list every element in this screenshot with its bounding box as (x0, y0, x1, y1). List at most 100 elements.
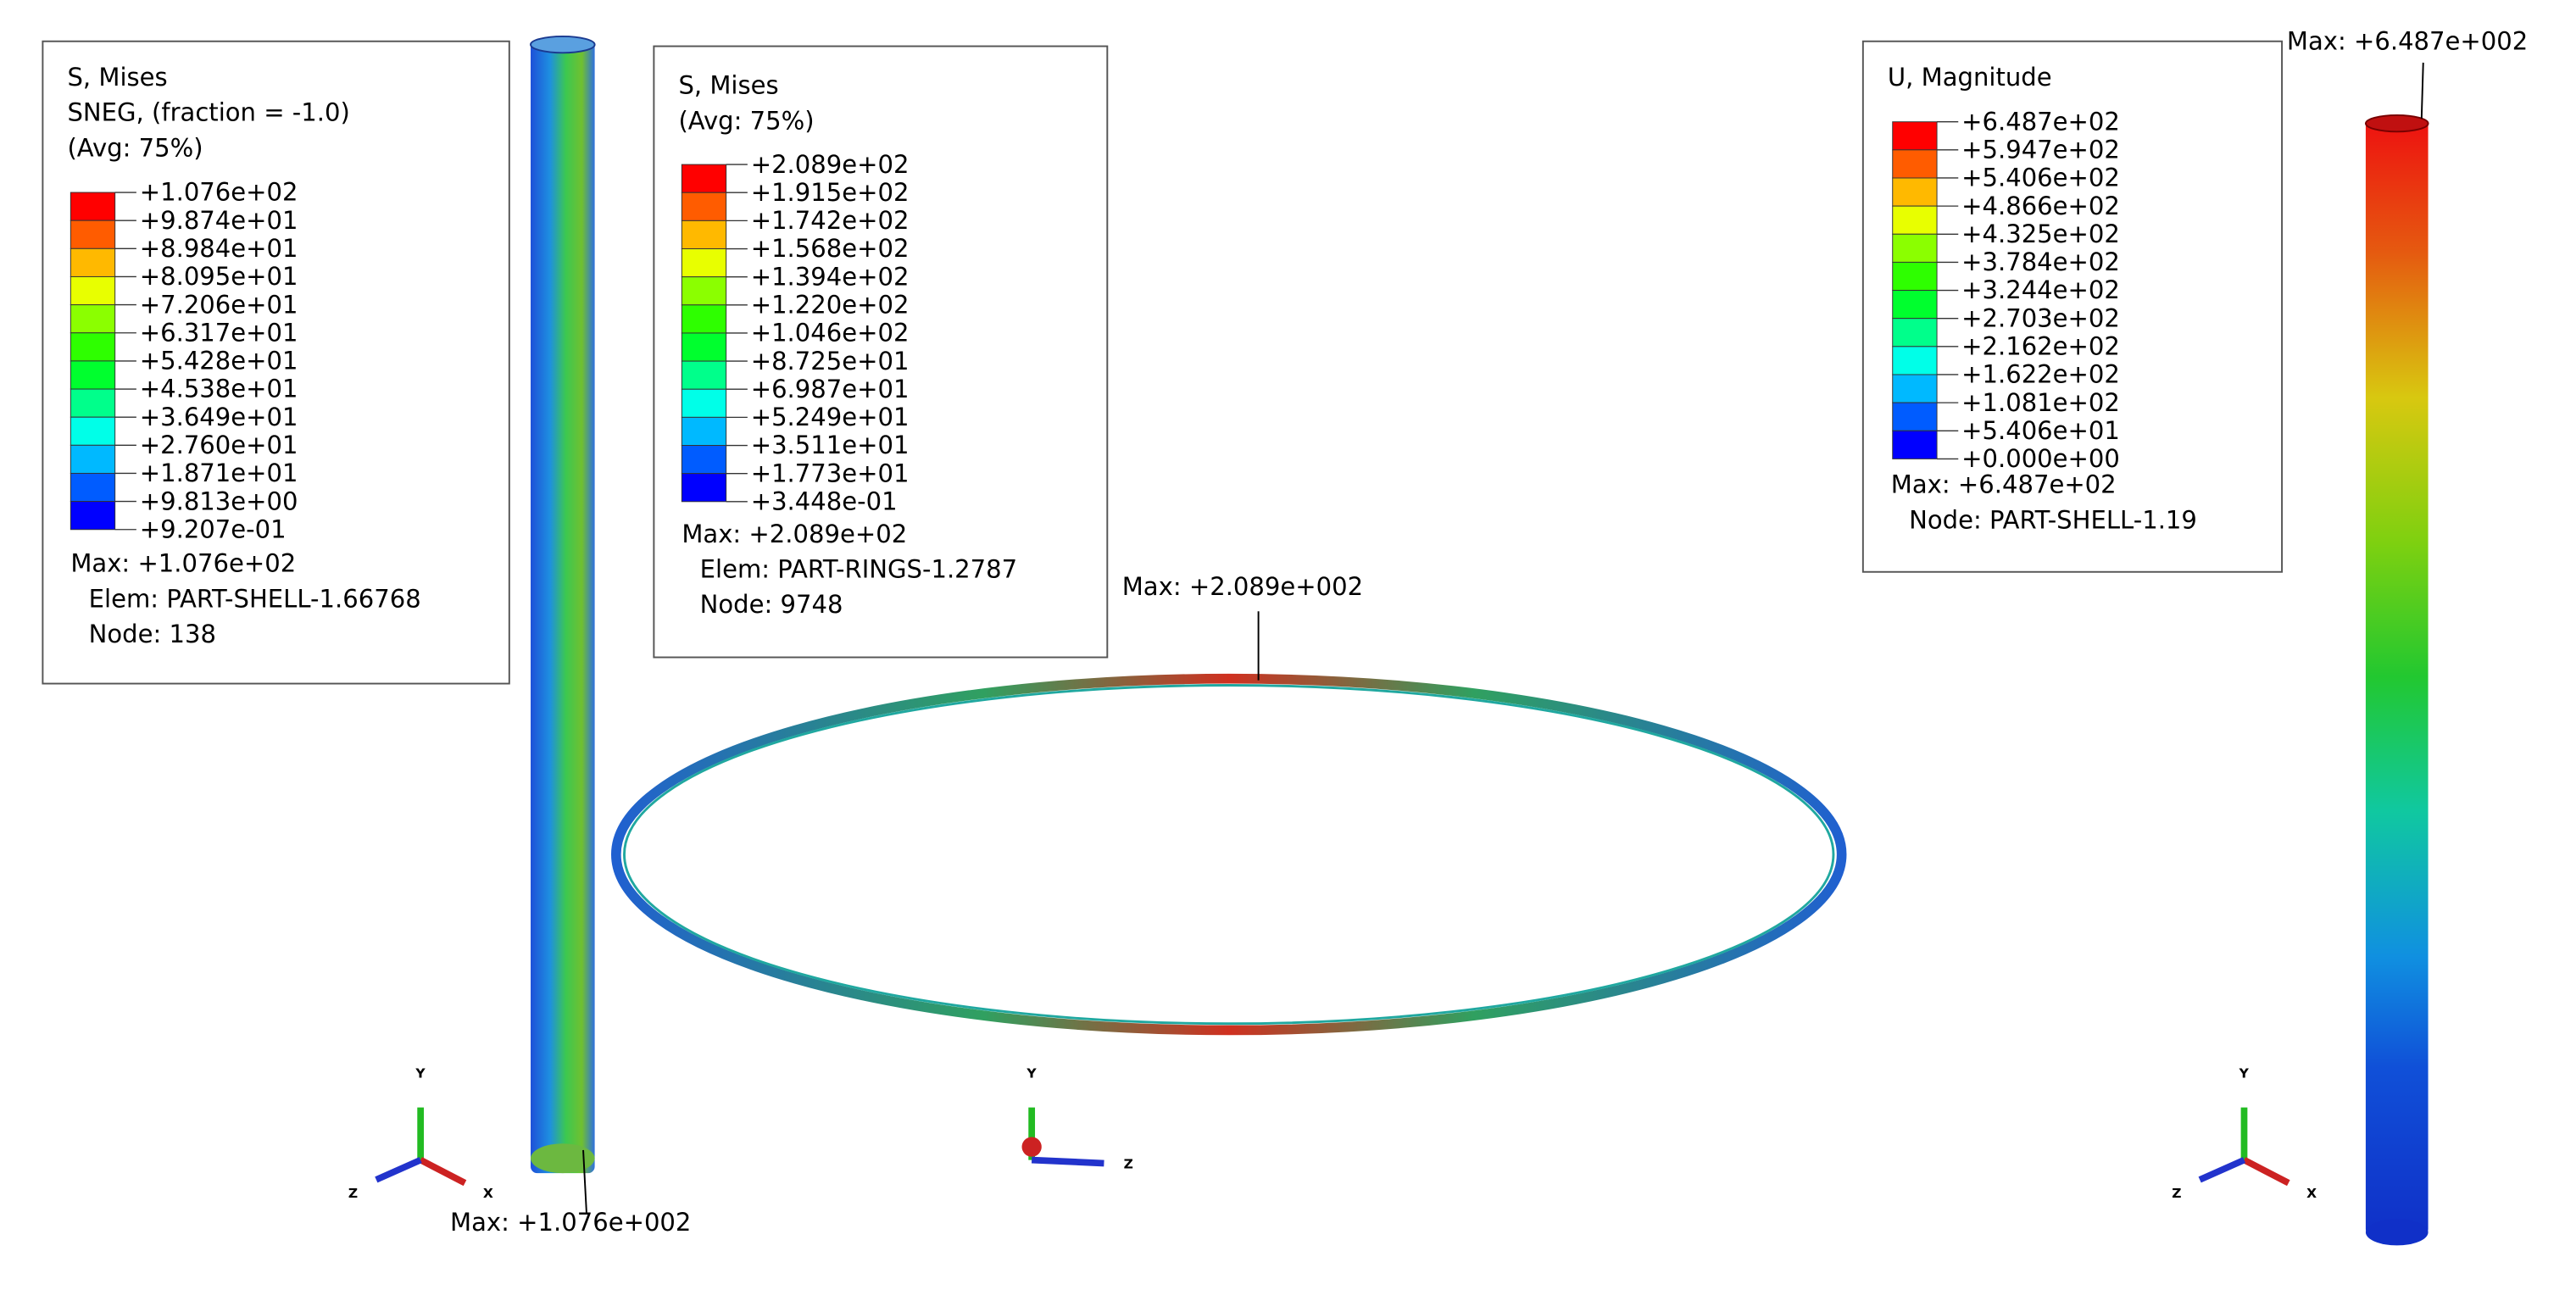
legend-level: +5.947e+02 (1961, 136, 2120, 164)
ring-inner (623, 684, 1835, 1026)
legend-band (1892, 205, 1938, 235)
legend-title: (Avg: 75%) (67, 133, 203, 162)
legend-level: +3.448e-01 (751, 487, 898, 515)
legend-band (681, 220, 727, 250)
legend-band (70, 444, 116, 474)
legend-band (681, 248, 727, 278)
max-info: Node: PART-SHELL-1.19 (1909, 505, 2197, 534)
legend-level: +8.095e+01 (140, 262, 298, 291)
max-annotation: Max: +6.487e+002 (2287, 26, 2528, 55)
legend-band (681, 445, 727, 475)
legend-level: +3.244e+02 (1961, 275, 2120, 304)
max-info: Elem: PART-SHELL-1.66768 (89, 584, 421, 613)
legend-title: U, Magnitude (1888, 63, 2052, 92)
legend-level: +3.649e+01 (140, 403, 298, 431)
legend-level: +6.317e+01 (140, 318, 298, 347)
legend-level: +1.076e+02 (140, 178, 298, 207)
legend-level: +9.874e+01 (140, 206, 298, 235)
legend-level: +1.394e+02 (751, 262, 910, 291)
triad-axis (2198, 1157, 2246, 1183)
legend-level: +1.742e+02 (751, 206, 910, 235)
legend-band (1892, 177, 1938, 207)
legend-level: +1.622e+02 (1961, 360, 2120, 389)
ring (610, 673, 1847, 1036)
legend-band (1892, 290, 1938, 320)
triad-axis (1031, 1156, 1104, 1167)
triad-label: X (483, 1186, 493, 1201)
legend-band (1892, 430, 1938, 459)
max-info: Max: +2.089e+02 (682, 520, 907, 548)
legend-level: +3.784e+02 (1961, 247, 2120, 276)
legend-band (1892, 149, 1938, 179)
legend-band (70, 220, 116, 249)
legend-band (681, 276, 727, 306)
legend-title: SNEG, (fraction = -1.0) (67, 98, 349, 127)
legend-level: +3.511e+01 (751, 431, 910, 459)
legend-level: +1.773e+01 (751, 459, 910, 487)
legend-band (70, 388, 116, 418)
column-bottom (2365, 1219, 2429, 1246)
max-info: Max: +1.076e+02 (70, 549, 296, 578)
triad-label: Y (414, 1066, 426, 1081)
max-info: Max: +6.487e+02 (1891, 470, 2117, 499)
legend-title: S, Mises (67, 63, 167, 92)
legend-band (70, 360, 116, 390)
max-info: Node: 9748 (700, 590, 843, 619)
legend-level: +2.089e+02 (751, 150, 910, 179)
legend-level: +9.207e-01 (140, 514, 287, 543)
legend-level: +9.813e+00 (140, 487, 298, 515)
legend-band (70, 416, 116, 446)
legend-level: +1.568e+02 (751, 234, 910, 263)
legend-band (681, 304, 727, 334)
legend-box (653, 45, 1109, 659)
legend-level: +8.984e+01 (140, 234, 298, 263)
legend-band (681, 416, 727, 447)
legend-band (70, 247, 116, 277)
legend-level: +2.703e+02 (1961, 303, 2120, 332)
legend-box (42, 40, 510, 685)
legend-level: +1.081e+02 (1961, 388, 2120, 417)
triad-axis (2242, 1157, 2290, 1187)
legend-level: +1.871e+01 (140, 459, 298, 487)
legend-band (70, 192, 116, 221)
triad-axis (375, 1157, 422, 1183)
legend-level: +6.987e+01 (751, 375, 910, 403)
shell-column (2365, 118, 2429, 1236)
triad-label: Y (2239, 1066, 2250, 1081)
triad-label: Z (348, 1186, 358, 1201)
leader-line (582, 1149, 587, 1213)
legend-band (70, 275, 116, 306)
legend-level: +7.206e+01 (140, 290, 298, 319)
legend-level: +4.866e+02 (1961, 192, 2120, 220)
leader-line (2420, 62, 2424, 119)
triad-axis (419, 1157, 467, 1187)
triad-label: Z (1124, 1156, 1133, 1171)
legend-band (681, 360, 727, 390)
shell-column (531, 39, 595, 1174)
legend-band (681, 192, 727, 221)
legend-level: +5.406e+01 (1961, 416, 2120, 445)
legend-level: +1.220e+02 (751, 290, 910, 319)
legend-level: +5.428e+01 (140, 347, 298, 375)
column-bottom (531, 1143, 595, 1174)
legend-level: +2.760e+01 (140, 431, 298, 459)
legend-level: +1.915e+02 (751, 178, 910, 207)
legend-level: +4.538e+01 (140, 375, 298, 403)
legend-band (1892, 374, 1938, 403)
column-top (530, 35, 596, 54)
legend-level: +5.249e+01 (751, 403, 910, 431)
legend-band (1892, 402, 1938, 431)
triad-label: Y (1026, 1066, 1037, 1081)
legend-band (1892, 261, 1938, 292)
legend-band (681, 473, 727, 503)
legend-level: +6.487e+02 (1961, 107, 2120, 136)
legend-level: +5.406e+02 (1961, 164, 2120, 192)
legend-band (70, 501, 116, 531)
triad-axis (1021, 1137, 1042, 1157)
legend-level: +8.725e+01 (751, 347, 910, 375)
max-info: Elem: PART-RINGS-1.2787 (700, 555, 1018, 584)
legend-title: (Avg: 75%) (678, 106, 814, 135)
legend-band (70, 472, 116, 503)
